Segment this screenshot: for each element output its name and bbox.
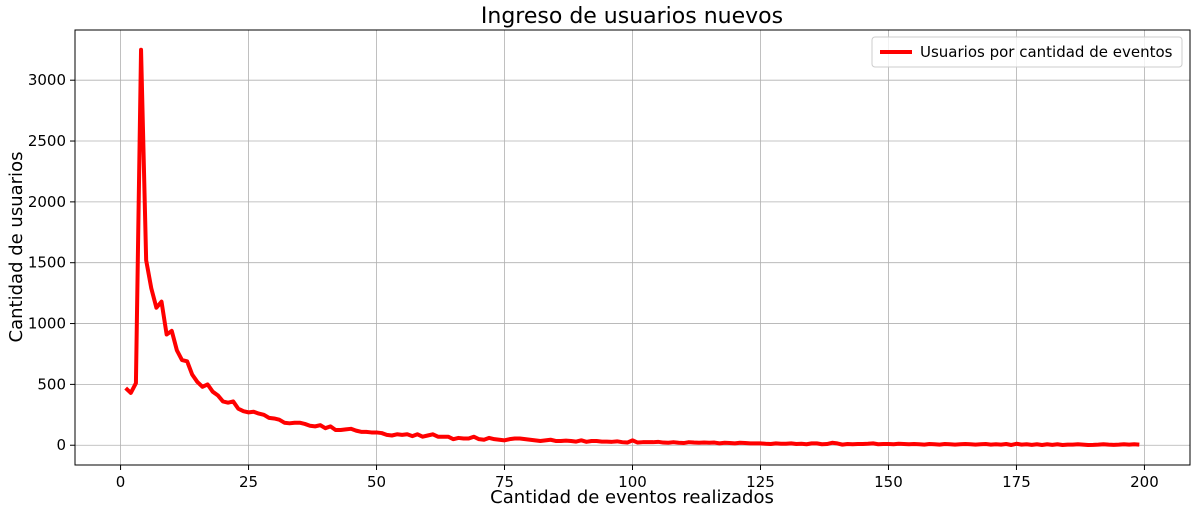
x-tick-label: 150 [874,473,903,491]
x-tick-label: 0 [116,473,126,491]
x-tick-label: 75 [495,473,514,491]
x-tick-label: 25 [239,473,258,491]
y-tick-label: 0 [56,436,66,454]
y-tick-label: 2500 [28,132,66,150]
x-tick-label: 175 [1002,473,1031,491]
data-line [124,47,1140,447]
x-axis-label: Cantidad de eventos realizados [490,487,774,508]
legend-label: Usuarios por cantidad de eventos [920,43,1173,61]
chart-title: Ingreso de usuarios nuevos [481,4,783,29]
plot-frame [74,29,1191,466]
y-tick-label: 2000 [28,193,66,211]
y-tick-label: 1500 [28,254,66,272]
y-tick-label: 1000 [28,315,66,333]
y-axis-label: Cantidad de usuarios [6,152,27,343]
x-tick-label: 100 [618,473,647,491]
x-tick-label: 125 [746,473,775,491]
x-tick-label: 200 [1130,473,1159,491]
x-tick-label: 50 [367,473,386,491]
y-tick-label: 500 [37,375,66,393]
legend-box [871,36,1183,68]
y-tick-label: 3000 [28,71,66,89]
